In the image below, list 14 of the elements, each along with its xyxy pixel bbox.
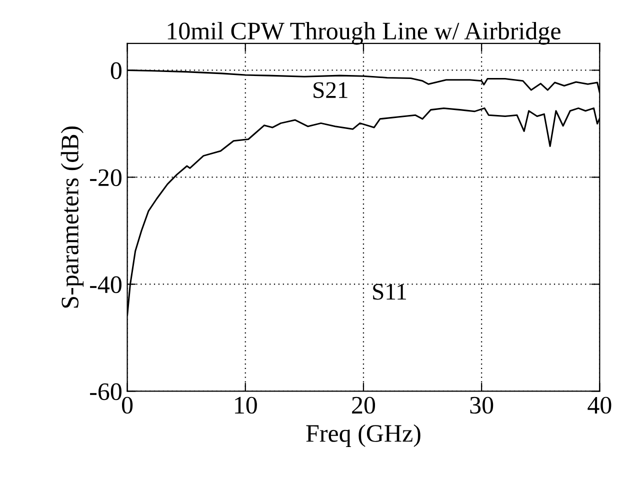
x-tick-label: 40: [588, 396, 612, 414]
annotation: S21: [314, 82, 348, 98]
y-tick-label: 0: [110, 62, 122, 80]
x-tick-label: 20: [352, 396, 376, 414]
y-tick-label: -20: [90, 169, 122, 186]
x-tick-label: 10: [235, 396, 257, 414]
annotation: S11: [373, 284, 406, 300]
chart-title: 10mil CPW Through Line w/ Airbridge: [168, 22, 560, 45]
x-axis-title: Freq (GHz): [306, 424, 420, 447]
y-axis-title: S-parameters (dB): [60, 126, 84, 308]
y-tick-label: -40: [90, 276, 122, 294]
x-tick-label: 0: [122, 396, 133, 414]
y-tick-label: -60: [90, 383, 122, 400]
x-tick-label: 30: [470, 396, 494, 414]
